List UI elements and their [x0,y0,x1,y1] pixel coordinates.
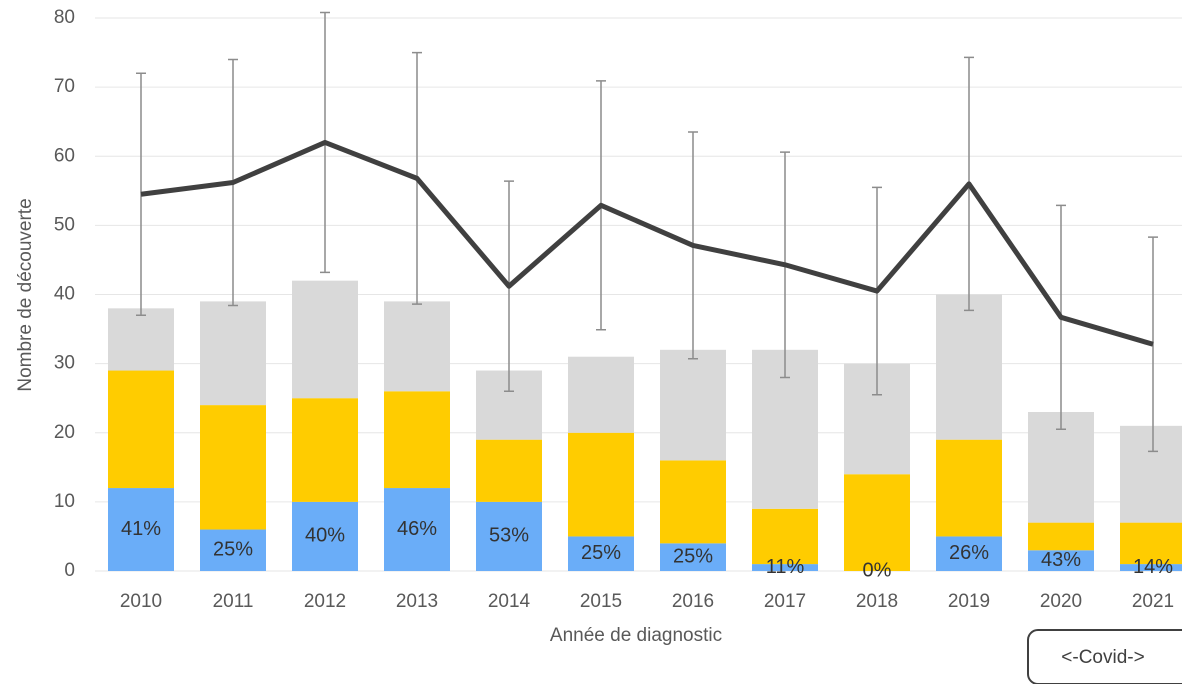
bar-segment [476,439,542,502]
bar-segment [108,308,174,371]
bar-segment [568,536,634,571]
annotation: <-Covid-> [1061,647,1144,668]
segment-label: 26% [949,542,989,564]
x-tick-label: 2018 [856,591,898,612]
bar-segment [1120,425,1182,523]
segment-label: 40% [305,525,345,547]
x-tick-label: 2011 [213,591,254,612]
y-tick-label: 30 [54,353,75,374]
bar-segment [660,460,726,544]
x-tick-label: 2020 [1040,591,1082,612]
segment-label: 14% [1133,556,1173,578]
y-tick-label: 80 [54,7,75,28]
x-tick-label: 2013 [396,591,438,612]
bar-segment [384,301,450,392]
bar-segment [108,488,174,571]
bar-segment [1120,522,1182,565]
x-tick-label: 2012 [304,591,346,612]
bar-segment [292,280,358,399]
bar-segment [476,501,542,571]
bar-segment [200,301,266,406]
line [140,139,1154,347]
x-axis-label: Année de diagnostic [550,625,722,646]
y-tick-label: 20 [54,422,75,443]
y-tick-label: 60 [54,145,75,166]
segment-label: 46% [397,518,437,540]
x-tick-label: 2021 [1132,591,1174,612]
y-tick-label: 70 [54,76,75,97]
annotation-box [1027,629,1182,684]
bar-segment [752,564,818,571]
x-tick-label: 2014 [488,591,531,612]
y-tick-label: 10 [54,491,75,512]
bar-segment [384,391,450,489]
bar-segment [660,543,726,571]
x-tick-label: 2015 [580,591,622,612]
bar-segment [1028,550,1094,571]
bar-segment [1028,412,1094,523]
bar-segment [752,508,818,565]
bar-segment [1120,564,1182,571]
bar-segment [292,501,358,571]
y-tick-label: 40 [54,284,75,305]
bar-segment [568,356,634,433]
segment-label: 41% [121,518,161,540]
bar-segment [108,370,174,489]
bar-segment [936,439,1002,537]
segment-label: 11% [766,556,805,578]
bar-segment [200,405,266,530]
x-tick-label: 2016 [672,591,714,612]
x-tick-label: 2019 [948,591,990,612]
bar-segment [200,529,266,571]
segment-label: 25% [673,545,713,567]
bar-segment [844,474,910,571]
bar-segment [660,349,726,461]
segment-label: 43% [1041,549,1081,571]
bar-segment [936,536,1002,571]
y-tick-label: 50 [54,214,75,235]
bar-segment [384,488,450,571]
bar-segment [568,432,634,537]
x-tick-label: 2010 [120,591,162,612]
segment-label: 0% [863,559,892,581]
segment-label: 25% [213,539,253,561]
y-tick-label: 0 [64,560,75,581]
bar-segment [1028,522,1094,551]
x-tick-label: 2017 [764,591,806,612]
segment-label: 25% [581,542,621,564]
bar-segment [936,294,1002,440]
segment-label: 53% [489,525,529,547]
bar-segment [292,398,358,502]
y-axis-label: Nombre de découverte [15,198,36,391]
